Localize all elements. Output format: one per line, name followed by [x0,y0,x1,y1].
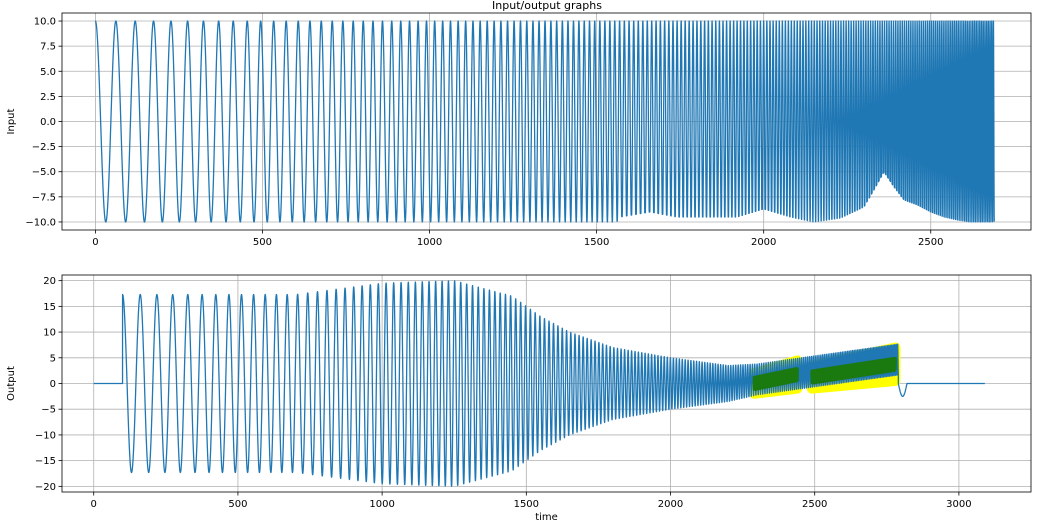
y-tick-label: −10.0 [25,217,56,228]
x-tick-label: 3000 [946,499,971,510]
y-tick-label: 0.0 [40,117,56,128]
y-tick-label: −5.0 [32,167,56,178]
x-tick-label: 1000 [417,237,442,248]
x-tick-label: 2000 [658,499,683,510]
plot-area [94,20,995,223]
x-tick-label: 0 [92,237,98,248]
input-series-line [94,20,995,223]
y-tick-label: 10.0 [34,17,56,28]
y-tick-label: −7.5 [32,192,56,203]
x-tick-label: 0 [91,499,97,510]
x-tick-label: 500 [228,499,247,510]
y-tick-label: −10 [35,430,56,441]
x-tick-label: 2500 [802,499,827,510]
y-axis-label: Output [6,366,17,401]
x-axis-label: time [535,512,558,523]
input-axes: 0 500 1000 1500 2000 2500 −10.0 −7.5 −5.0 −2.5 0.0… [6,12,1032,248]
x-tick-label: 1000 [369,499,394,510]
highlight-series-line [752,367,799,391]
plot-area [93,280,986,487]
y-tick-label: −20 [35,482,56,493]
y-tick-label: −15 [35,456,56,467]
y-axis-label: Input [6,108,17,134]
y-tick-label: 5 [50,353,56,364]
y-tick-label: 7.5 [40,42,56,53]
y-tick-label: 5.0 [40,67,56,78]
x-tick-label: 2000 [751,237,776,248]
x-tick-label: 2500 [918,237,943,248]
chart-title: Input/output graphs [492,0,602,12]
x-tick-label: 1500 [584,237,609,248]
y-tick-label: −5 [41,405,56,416]
y-tick-label: 2.5 [40,92,56,103]
y-tick-label: 10 [43,328,56,339]
output-axes: 0 500 1000 1500 2000 2500 3000 −20 −15 −10 −5 0 5 10 1… [6,274,1032,523]
x-tick-label: 1500 [514,499,539,510]
y-tick-label: 20 [43,276,56,287]
y-tick-label: 15 [43,302,56,313]
y-tick-label: 0 [50,379,56,390]
y-tick-label: −2.5 [32,142,56,153]
output-series-line [93,280,986,487]
x-tick-label: 500 [253,237,272,248]
highlight-series-line [810,356,897,385]
